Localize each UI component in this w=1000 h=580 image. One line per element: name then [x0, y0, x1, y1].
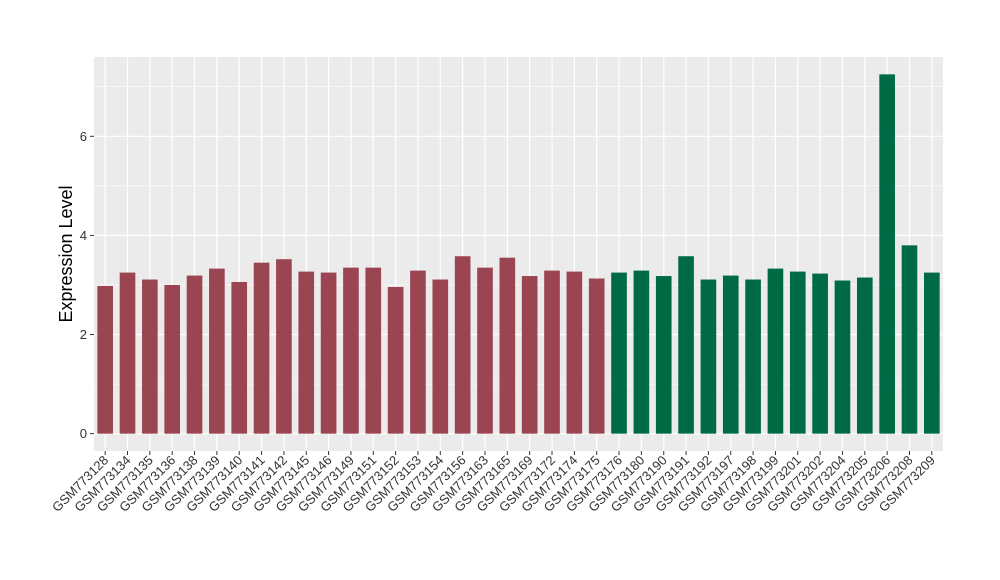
bar-GSM773198: [745, 279, 761, 434]
bar-GSM773191: [678, 256, 694, 434]
y-axis: 0 2 4 6: [80, 129, 94, 441]
y-axis-title: Expression Level: [56, 185, 76, 322]
bar-GSM773128: [97, 285, 113, 434]
bar-GSM773205: [856, 277, 873, 434]
y-tick-label: 2: [80, 327, 87, 342]
y-tick-label: 0: [80, 426, 87, 441]
bar-GSM773199: [767, 268, 784, 434]
bar-GSM773192: [700, 279, 717, 434]
bar-GSM773206: [879, 74, 895, 434]
bar-GSM773145: [298, 271, 315, 434]
bar-GSM773169: [521, 276, 538, 434]
bar-GSM773175: [588, 278, 605, 434]
bar-GSM773134: [119, 272, 136, 434]
bar-GSM773138: [186, 275, 203, 434]
bar-GSM773142: [276, 259, 292, 434]
bar-GSM773146: [320, 272, 337, 434]
bar-GSM773139: [209, 268, 225, 434]
bar-GSM773151: [365, 267, 382, 434]
bar-GSM773209: [924, 272, 940, 434]
bar-GSM773152: [387, 286, 404, 434]
y-tick-label: 6: [80, 129, 87, 144]
x-axis: GSM773128GSM773134GSM773135GSM773136GSM7…: [49, 451, 938, 515]
bar-GSM773141: [253, 262, 270, 434]
bar-GSM773208: [901, 245, 918, 434]
bar-GSM773201: [789, 271, 806, 434]
bar-GSM773156: [454, 256, 471, 434]
bar-GSM773165: [499, 257, 516, 434]
bar-GSM773153: [410, 270, 426, 434]
bar-GSM773140: [231, 282, 248, 434]
bar-GSM773154: [432, 279, 449, 434]
bar-GSM773149: [343, 267, 359, 434]
y-tick-label: 4: [80, 228, 87, 243]
bar-GSM773197: [722, 275, 739, 434]
bar-GSM773176: [611, 272, 627, 434]
bar-GSM773180: [633, 270, 650, 434]
bar-GSM773174: [566, 271, 583, 434]
bar-GSM773190: [655, 276, 672, 434]
bar-GSM773135: [142, 279, 158, 434]
bar-GSM773136: [164, 284, 181, 434]
bar-GSM773172: [544, 270, 560, 434]
bar-GSM773163: [477, 267, 493, 434]
bar-GSM773202: [812, 273, 828, 434]
bars: [97, 74, 940, 434]
bar-GSM773204: [834, 280, 851, 434]
